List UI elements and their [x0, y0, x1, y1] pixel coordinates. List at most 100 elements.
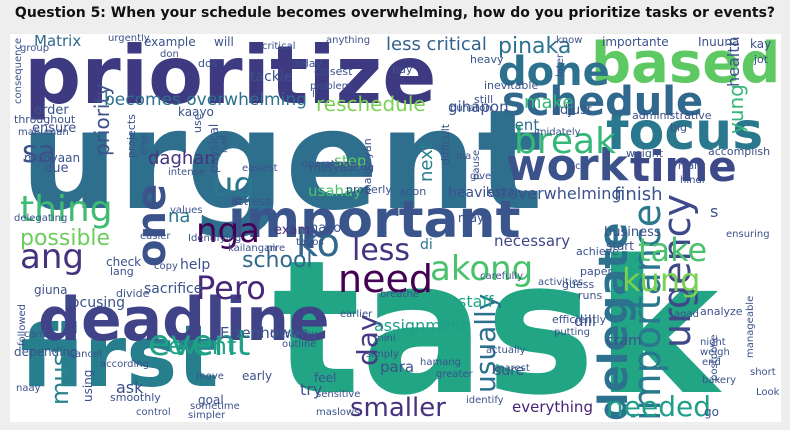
word-nire: nire	[266, 243, 286, 254]
word-make: make	[524, 92, 574, 113]
word-cancel: Cancel	[68, 349, 102, 360]
word-break: break	[514, 121, 616, 162]
word-know: know	[556, 35, 583, 46]
word-yung: yung	[724, 84, 748, 134]
word-look: Look	[756, 387, 780, 398]
word-carefully: carefully	[480, 271, 524, 282]
word-important: important	[228, 190, 521, 250]
word-still: still	[474, 93, 494, 106]
word-focusing: focusing	[66, 295, 126, 311]
word-pero: Pero	[196, 269, 266, 307]
word-urgently: urgently	[108, 34, 150, 44]
word-cant: cant	[24, 329, 46, 340]
word-activities: activities	[538, 277, 584, 288]
word-prioritize: prioritize	[24, 34, 437, 122]
word-urgent: urgent	[20, 80, 543, 241]
word-soon: soon	[400, 185, 427, 198]
word-night: night	[700, 337, 726, 348]
word-event: event	[168, 332, 237, 360]
word-will: will	[214, 35, 234, 49]
chart-title: Question 5: When your schedule becomes o…	[14, 5, 776, 21]
word-later: later	[555, 53, 566, 77]
word-school: school	[242, 248, 313, 273]
word-anything: anything	[326, 35, 371, 46]
word-short: short	[750, 367, 776, 378]
word-client: client	[498, 116, 540, 134]
word-thing: thing	[20, 189, 113, 230]
word-sa: sa	[22, 135, 57, 170]
word-actually: actually	[486, 345, 526, 356]
word-buy: buy	[392, 63, 413, 76]
word-na: na	[168, 206, 191, 227]
word-cram: cram	[606, 333, 642, 349]
word-go: go	[704, 405, 719, 419]
word-dili: dili	[574, 312, 597, 330]
word-everything: everything	[512, 398, 593, 416]
word-ask: ask	[116, 378, 144, 397]
word-business: business	[604, 225, 661, 240]
word-intense: intense	[168, 167, 205, 178]
word-schedule: schedule	[502, 79, 704, 125]
word-copy: copy	[154, 261, 178, 272]
word-tackle: tackle	[250, 69, 293, 85]
word-pick: pick	[566, 161, 587, 172]
word-time: time	[630, 142, 737, 191]
word-maslows: maslows	[316, 407, 360, 418]
word-don: don	[160, 49, 179, 60]
word-ensuring: ensuring	[726, 229, 770, 240]
word-identify: identify	[466, 395, 504, 406]
word-kaayo: kaayo	[178, 105, 214, 119]
word-nearest: nearest	[492, 363, 530, 374]
word-based: based	[591, 34, 781, 96]
word-using: using	[81, 369, 95, 402]
word-example: example	[144, 35, 196, 49]
word-efficiently: efficiently	[552, 313, 607, 326]
word-group: group	[20, 43, 50, 54]
word-projects: projects	[125, 114, 138, 158]
word-kay: kay	[750, 37, 772, 51]
word-finish: finish	[614, 184, 663, 205]
word-masyadong: masyadong	[310, 161, 375, 174]
word-try: try	[300, 380, 323, 399]
word-sensitive: sensitive	[316, 389, 361, 400]
word-becomes-overwhelming: becomes overwhelming	[104, 90, 307, 110]
word-followed: followed	[17, 304, 28, 346]
word-hierarchy: hierarchy	[270, 329, 318, 340]
word-feel: feel	[314, 371, 337, 385]
word-mabyaan: mabyaan	[24, 151, 81, 165]
word-usahay: usahay	[308, 182, 363, 200]
word-outline: outline	[282, 339, 317, 350]
word-matrix: Matrix	[34, 34, 82, 50]
word-start: start	[606, 239, 634, 253]
word-kailangan: kailangan	[228, 243, 277, 254]
word-next: next	[416, 142, 437, 182]
word-may: may	[458, 211, 485, 225]
word-gihapon: gihapon	[448, 98, 509, 116]
word-easiest: easiest	[242, 163, 278, 174]
word-simply: simply	[366, 349, 399, 360]
word-putting: putting	[554, 327, 590, 338]
word-ug: ug	[212, 165, 256, 205]
word-paper: paper	[580, 265, 612, 278]
word-less: less	[352, 233, 411, 268]
word-take: take	[638, 231, 708, 269]
word-weight: weight	[626, 147, 664, 160]
word-ll: ll	[312, 89, 318, 100]
word-problem: problem	[310, 81, 352, 92]
word-focus: focus	[606, 102, 764, 162]
word-closest: closest	[314, 65, 353, 78]
word-work: work	[506, 140, 628, 191]
word-big: big	[670, 121, 688, 134]
word-sure: sure	[494, 363, 525, 379]
word-possible: possible	[20, 226, 111, 251]
word-breathe: breathe	[380, 289, 419, 300]
word-first: first	[20, 307, 219, 407]
word-earlier: earlier	[340, 309, 373, 320]
word-weigh: weigh	[700, 347, 730, 358]
word-necessary: necessary	[494, 232, 571, 250]
word-reschedule: reschedule	[316, 92, 426, 116]
word-runs: runs	[578, 289, 603, 302]
word-identifying: Identifying	[188, 233, 242, 244]
word-akong: akong	[430, 249, 534, 289]
word-due: due	[44, 161, 69, 176]
